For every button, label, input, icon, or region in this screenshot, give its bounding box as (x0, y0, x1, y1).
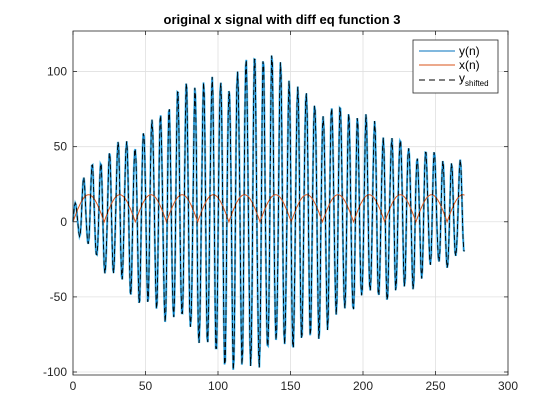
x-tick-label: 50 (139, 379, 153, 393)
x-tick-label: 300 (498, 379, 518, 393)
y-tick-label: 0 (60, 215, 67, 229)
x-tick-label: 250 (425, 379, 445, 393)
y-tick-label: 50 (54, 140, 68, 154)
x-tick-label: 100 (208, 379, 228, 393)
legend-label-y-shifted-main: y (459, 71, 465, 85)
y-tick-label: 100 (47, 65, 67, 79)
x-tick-label: 150 (280, 379, 300, 393)
y-tick-label: -100 (43, 365, 67, 379)
legend: y(n) x(n) yshifted (412, 39, 499, 94)
legend-label-y: y(n) (459, 44, 480, 58)
legend-label-y-shifted-sub: shifted (465, 79, 489, 88)
x-tick-label: 0 (70, 379, 77, 393)
series-x-line (72, 194, 465, 224)
legend-label-x: x(n) (459, 58, 480, 72)
legend-label-y-shifted: yshifted (459, 71, 489, 88)
y-tick-label: -50 (50, 290, 68, 304)
chart-title: original x signal with diff eq function … (164, 12, 401, 27)
axis-ticks: 0 50 100 150 200 250 300 -100 -50 0 50 100 (43, 31, 518, 393)
legend-box (412, 39, 499, 94)
series-y-shifted-line (72, 55, 465, 370)
data-series (71, 55, 466, 370)
x-tick-label: 200 (353, 379, 373, 393)
